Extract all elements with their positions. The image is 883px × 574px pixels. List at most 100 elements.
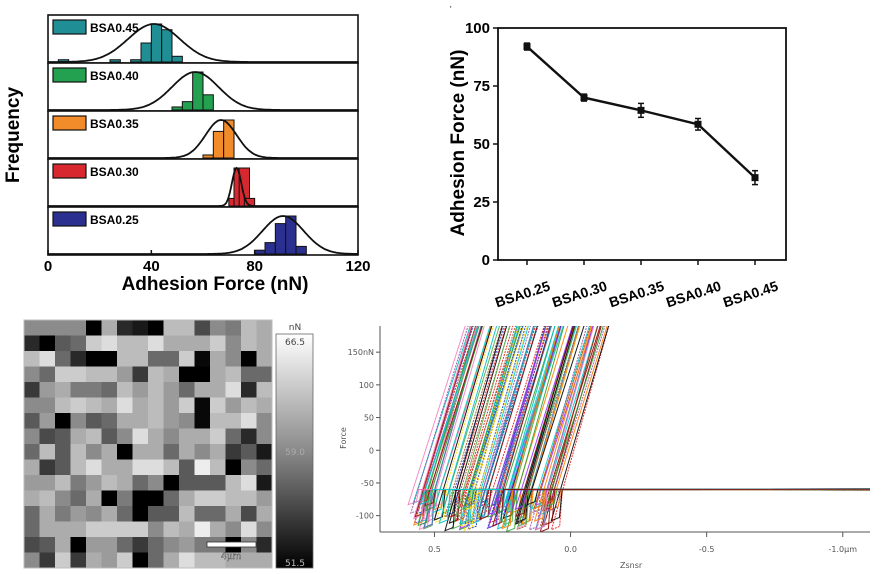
force-curve	[443, 326, 870, 518]
heatmap-cell	[225, 521, 242, 538]
heatmap-cell	[225, 506, 242, 522]
heatmap-cell	[55, 521, 71, 538]
heatmap-cell	[194, 366, 211, 383]
heatmap-cell	[117, 490, 133, 507]
heatmap-cell	[55, 506, 71, 522]
force-curve	[417, 326, 870, 527]
force-curve	[533, 326, 870, 522]
force-y-tick-label: 50	[364, 414, 374, 423]
histogram-bar	[274, 223, 287, 255]
heatmap-cell	[55, 413, 71, 429]
heatmap-cell	[241, 475, 257, 491]
force-curve	[534, 326, 870, 531]
force-curve	[492, 326, 870, 527]
heatmap-cell	[148, 366, 164, 383]
heatmap-cell	[148, 382, 164, 398]
heatmap-cell	[194, 521, 211, 538]
heatmap-cell	[117, 413, 133, 429]
heatmap-cell	[24, 475, 40, 491]
heatmap-cell	[70, 521, 87, 538]
heatmap-cell	[163, 366, 180, 383]
heatmap-cell	[163, 382, 180, 398]
heatmap-cell	[179, 490, 195, 507]
heatmap-cell	[24, 521, 40, 538]
heatmap-cell	[241, 397, 257, 414]
heatmap-cell	[24, 320, 40, 336]
gaussian-fit-curve	[48, 215, 358, 255]
line-x-tick-label: BSA0.30	[550, 278, 609, 311]
heatmap-cell	[225, 475, 242, 491]
force-curve-chart: 150nN 100 50 0 -50 -100 0.5 0.0 -0.5 -1.0μm Force…	[339, 326, 870, 570]
histogram-x-label: Adhesion Force (nN)	[122, 274, 309, 295]
heatmap-cell	[101, 552, 118, 569]
heatmap-cell	[117, 521, 133, 538]
force-x-tick-label: 0.0	[564, 545, 577, 554]
heatmap-cell	[210, 444, 226, 460]
heatmap-cell	[86, 475, 102, 491]
heatmap-cell	[117, 335, 133, 352]
force-curve	[420, 326, 870, 505]
force-y-tick-label: -50	[361, 479, 374, 488]
data-point	[523, 43, 531, 51]
histogram-x-tick-label: 40	[143, 258, 160, 275]
heatmap-cell	[24, 335, 40, 352]
heatmap-cell	[179, 351, 195, 367]
force-curve	[420, 326, 870, 509]
heatmap-cell	[225, 320, 242, 336]
heatmap-cell	[179, 335, 195, 352]
heatmap-cell	[39, 506, 56, 522]
heatmap-cell	[225, 428, 242, 445]
heatmap-cell	[225, 397, 242, 414]
force-curve	[539, 326, 870, 516]
heatmap-cell	[194, 397, 211, 414]
heatmap-cell	[241, 413, 257, 429]
heatmap-cell	[55, 444, 71, 460]
heatmap-cell	[179, 459, 195, 476]
histogram-panel: BSA0.35	[47, 110, 359, 160]
heatmap-cell	[70, 552, 87, 569]
heatmap-cell	[148, 490, 164, 507]
heatmap-cell	[179, 506, 195, 522]
heatmap-cell	[70, 320, 87, 336]
heatmap-cell	[101, 459, 118, 476]
heatmap-cell	[194, 459, 211, 476]
heatmap-cell	[39, 351, 56, 367]
force-x-tick-label: 0.5	[428, 545, 441, 554]
heatmap-cell	[163, 428, 180, 445]
heatmap-cell	[256, 506, 273, 522]
line-y-label: Adhesion Force (nN)	[448, 50, 469, 237]
heatmap-cell	[132, 351, 149, 367]
heatmap-cell	[101, 521, 118, 538]
heatmap-cell	[256, 521, 273, 538]
heatmap-cell	[194, 413, 211, 429]
scale-bar: 4μm	[206, 541, 257, 562]
histogram-panel-frame	[47, 158, 359, 208]
force-curve	[502, 326, 870, 520]
heatmap-cell	[179, 444, 195, 460]
heatmap-cell	[24, 428, 40, 445]
heatmap-cell	[117, 397, 133, 414]
heatmap-cell	[210, 382, 226, 398]
histogram-bar	[181, 101, 194, 111]
heatmap-cell	[101, 490, 118, 507]
heatmap-cell	[256, 335, 273, 352]
force-y-tick-label: 100	[359, 381, 374, 390]
line-x-tick-label: BSA0.35	[607, 278, 666, 311]
heatmap-cell	[194, 335, 211, 352]
heatmap-cell	[163, 444, 180, 460]
force-curve	[464, 326, 870, 507]
heatmap-cell	[101, 413, 118, 429]
heatmap-cell	[24, 351, 40, 367]
heatmap-cell	[132, 459, 149, 476]
heatmap-cell	[163, 397, 180, 414]
histogram-bar	[223, 119, 235, 159]
heatmap-cell	[117, 444, 133, 460]
histogram-x-tick-label: 120	[345, 258, 370, 275]
histogram-bar	[130, 59, 142, 63]
gaussian-fit-curve	[48, 23, 358, 63]
heatmap-cell	[132, 428, 149, 445]
heatmap-cell	[132, 475, 149, 491]
heatmap-cell	[101, 351, 118, 367]
heatmap-cell	[39, 320, 56, 336]
heatmap-cell	[117, 506, 133, 522]
